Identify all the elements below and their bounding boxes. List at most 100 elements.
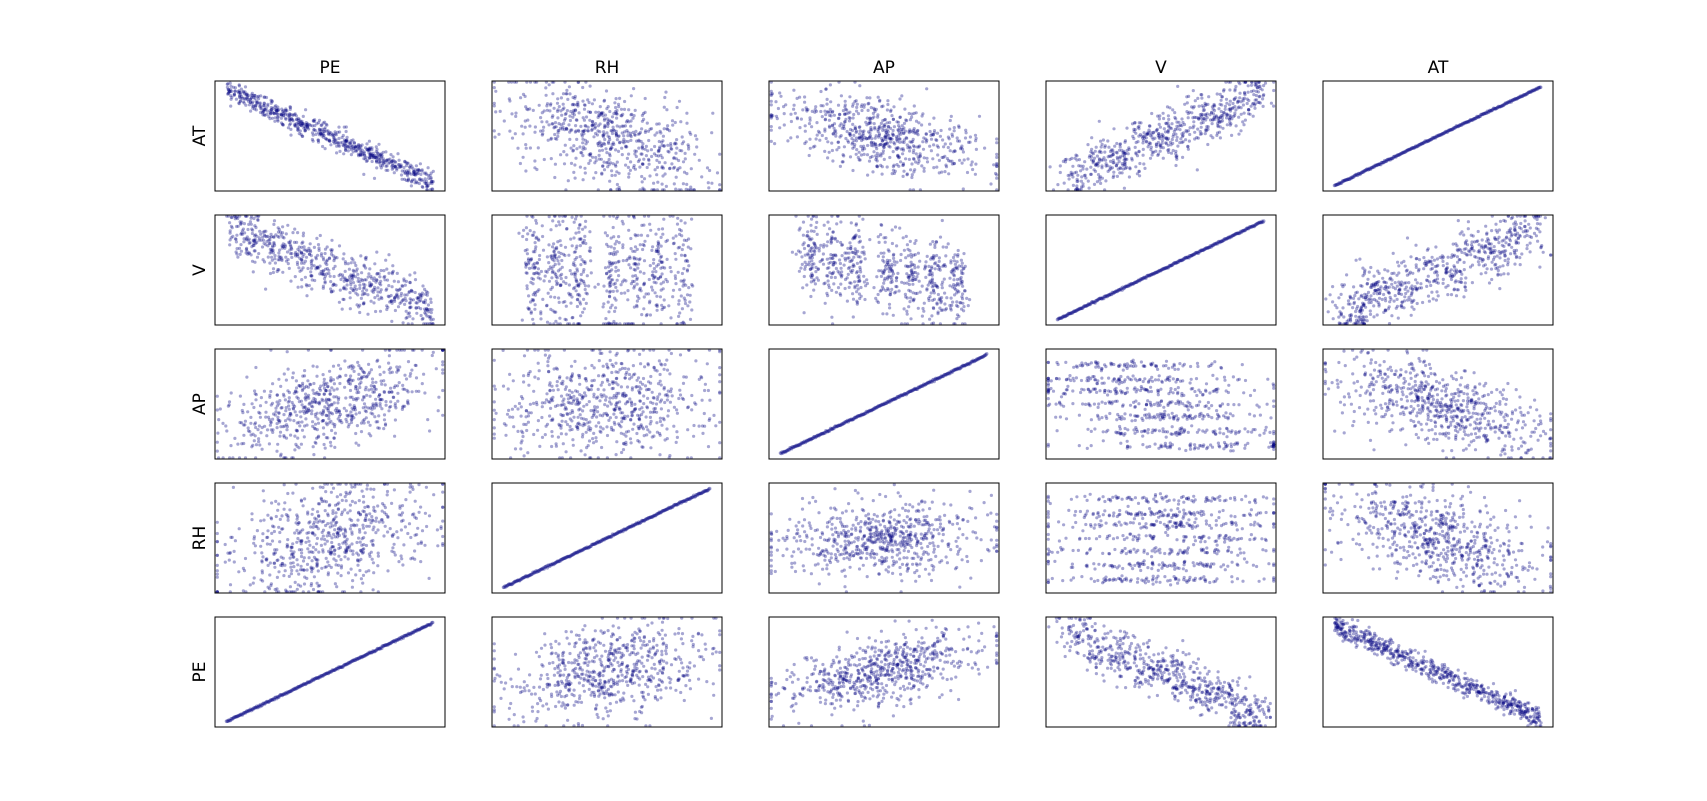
scatter-point xyxy=(676,246,680,250)
scatter-point xyxy=(623,99,627,104)
scatter-point xyxy=(567,123,571,127)
scatter-point xyxy=(951,150,955,154)
scatter-point xyxy=(1165,265,1170,270)
scatter-point xyxy=(685,172,689,176)
scatter-point xyxy=(244,93,248,97)
scatter-point xyxy=(353,284,357,288)
scatter-point xyxy=(653,133,657,137)
scatter-point xyxy=(914,239,918,243)
scatter-point xyxy=(286,262,290,266)
scatter-point xyxy=(1185,130,1189,134)
scatter-point xyxy=(1467,119,1471,124)
scatter-point xyxy=(885,263,889,267)
scatter-point xyxy=(842,263,846,267)
scatter-point xyxy=(351,274,355,278)
scatter-point xyxy=(573,275,577,279)
scatter-point xyxy=(834,131,838,135)
scatter-point xyxy=(634,129,638,133)
scatter-point xyxy=(898,137,902,141)
scatter-point xyxy=(310,263,314,267)
scatter-point xyxy=(1196,116,1200,120)
scatter-point xyxy=(273,119,277,123)
scatter-point xyxy=(1247,108,1251,112)
scatter-point xyxy=(922,169,926,173)
scatter-point xyxy=(262,102,266,106)
scatter-point xyxy=(611,162,615,166)
scatter-point xyxy=(1230,117,1234,121)
scatter-point xyxy=(682,296,686,300)
scatter-point xyxy=(931,157,935,161)
scatter-point xyxy=(1125,165,1129,170)
scatter-point xyxy=(1348,176,1353,180)
scatter-point xyxy=(326,129,330,133)
scatter-point xyxy=(226,88,231,92)
scatter-point xyxy=(952,274,956,278)
scatter-point xyxy=(905,296,909,300)
scatter-point xyxy=(1097,297,1101,301)
scatter-point xyxy=(1198,132,1203,136)
scatter-point xyxy=(303,129,307,133)
scatter-point xyxy=(848,241,852,245)
scatter-point xyxy=(352,289,356,293)
scatter-point xyxy=(1180,117,1184,121)
scatter-point xyxy=(514,111,518,115)
scatter-point xyxy=(373,296,377,300)
scatter-point xyxy=(576,293,580,297)
scatter-point xyxy=(1231,101,1235,106)
scatter-point xyxy=(345,279,349,283)
scatter-point xyxy=(632,255,636,260)
scatter-point xyxy=(1175,157,1179,161)
scatter-point xyxy=(705,166,710,170)
scatter-point xyxy=(1180,132,1184,136)
scatter-point xyxy=(886,288,891,292)
scatter-point xyxy=(850,258,854,262)
scatter-point xyxy=(399,300,403,304)
scatter-point xyxy=(306,122,310,126)
scatter-point xyxy=(798,95,802,99)
scatter-point xyxy=(631,322,635,325)
scatter-point xyxy=(303,275,307,279)
scatter-point xyxy=(293,112,297,116)
scatter-point xyxy=(854,223,858,227)
scatter-point xyxy=(837,145,841,150)
scatter-point xyxy=(390,272,394,276)
scatter-point xyxy=(417,169,421,173)
scatter-point xyxy=(662,298,666,302)
scatter-point xyxy=(1116,288,1120,293)
scatter-point xyxy=(862,250,866,254)
scatter-point xyxy=(805,234,809,238)
scatter-point xyxy=(949,259,953,263)
scatter-point xyxy=(1164,122,1169,126)
scatter-point xyxy=(840,273,844,277)
scatter-point xyxy=(344,144,348,148)
scatter-point xyxy=(633,167,638,171)
scatter-point xyxy=(405,161,409,165)
scatter-point xyxy=(581,137,585,141)
scatter-point xyxy=(1089,150,1093,154)
scatter-point xyxy=(271,106,275,110)
scatter-point xyxy=(1154,129,1158,133)
column-title-rh: RH xyxy=(595,58,620,78)
scatter-point xyxy=(300,245,304,249)
scatter-point xyxy=(808,267,813,271)
scatter-point xyxy=(1517,95,1521,100)
scatter-point xyxy=(1163,130,1168,134)
scatter-point xyxy=(307,123,312,127)
scatter-point xyxy=(422,179,426,183)
scatter-point xyxy=(347,144,351,148)
scatter-point xyxy=(423,287,427,291)
scatter-point xyxy=(896,129,901,133)
scatter-point xyxy=(427,176,431,180)
scatter-point xyxy=(269,108,273,112)
scatter-point xyxy=(1190,111,1194,115)
scatter-point xyxy=(403,296,407,300)
scatter-point xyxy=(606,300,610,304)
scatter-point xyxy=(1220,119,1225,123)
scatter-point xyxy=(531,317,535,321)
scatter-point xyxy=(305,123,309,127)
scatter-point xyxy=(322,134,326,138)
scatter-point xyxy=(535,167,539,172)
scatter-point xyxy=(533,166,537,170)
scatter-point xyxy=(276,230,281,234)
scatter-point xyxy=(525,237,529,242)
